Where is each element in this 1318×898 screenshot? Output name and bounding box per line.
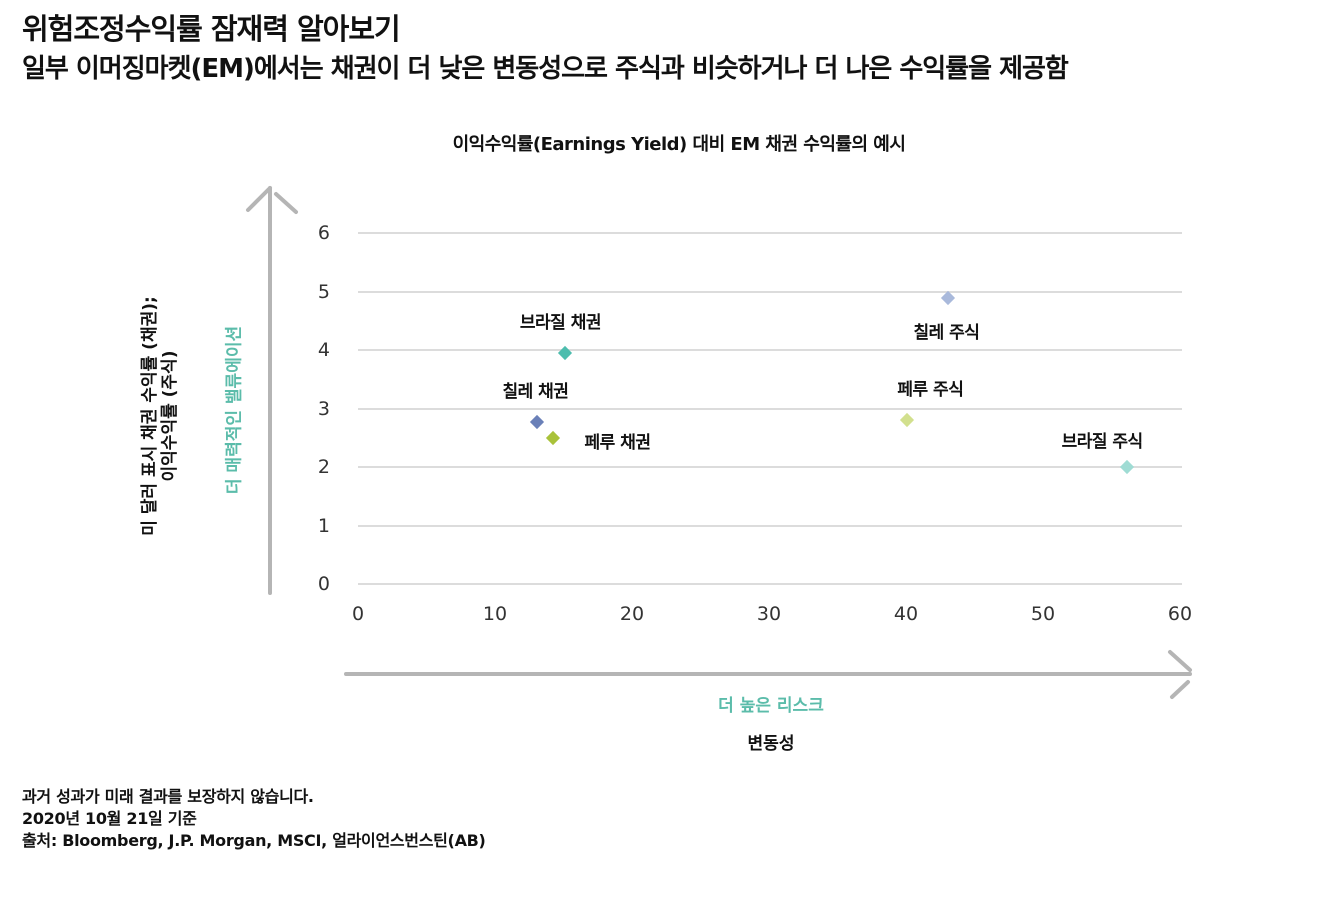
y-tick-label: 2 [317,456,330,478]
gridline [358,232,1182,234]
x-tick-label: 10 [482,603,508,625]
x-tick-label: 40 [893,603,919,625]
x-axis-arrow-icon [344,650,1192,699]
x-tick-label: 30 [756,603,782,625]
y-axis-label: 미 달러 표시 채권 수익률 (채권); 이익수익률 (주식) [140,296,180,536]
x-axis-annotation: 더 높은 리스크 [718,696,824,716]
x-tick-label: 50 [1030,603,1056,625]
page-subtitle: 일부 이머징마켓(EM)에서는 채권이 더 낮은 변동성으로 주식과 비슷하거나… [22,54,1069,84]
y-axis-label-line2: 이익수익률 (주식) [160,350,180,482]
y-axis-annotation: 더 매력적인 밸류에이션 [224,325,245,495]
gridline [358,290,1182,293]
gridline [358,524,1182,527]
point-label: 브라질 채권 [519,312,602,333]
x-axis-label: 변동성 [747,734,795,754]
y-tick-label: 1 [317,514,330,537]
gridline [358,407,1182,410]
y-tick-label: 6 [317,222,330,244]
y-axis-arrow-icon [246,186,298,595]
point-label: 칠레 주식 [913,322,980,343]
chart-title: 이익수익률(Earnings Yield) 대비 EM 채권 수익률의 예시 [452,134,906,155]
y-tick-label: 0 [317,573,330,595]
footnotes: 과거 성과가 미래 결과를 보장하지 않습니다. 2020년 10월 21일 기… [22,786,486,852]
gridline [358,349,1182,351]
x-tick-label: 20 [619,603,645,625]
point-label: 페루 주식 [897,380,964,401]
point-label: 칠레 채권 [502,381,569,402]
y-axis-label-line1: 미 달러 표시 채권 수익률 (채권); [140,296,160,536]
y-tick-label: 5 [317,280,330,303]
y-tick-label: 4 [317,339,330,361]
page-title: 위험조정수익률 잠재력 알아보기 [22,12,401,46]
x-tick-label: 0 [351,603,365,625]
gridline [358,466,1182,468]
x-tick-label: 60 [1167,603,1193,625]
point-label: 브라질 주식 [1061,432,1144,452]
point-label: 페루 채권 [584,432,651,453]
gridline [358,583,1182,585]
source-text: 출처: Bloomberg, J.P. Morgan, MSCI, 얼라이언스번… [22,831,486,850]
disclaimer-text: 과거 성과가 미래 결과를 보장하지 않습니다. [22,787,314,806]
y-tick-label: 3 [317,397,330,420]
as-of-date: 2020년 10월 21일 기준 [22,809,197,828]
